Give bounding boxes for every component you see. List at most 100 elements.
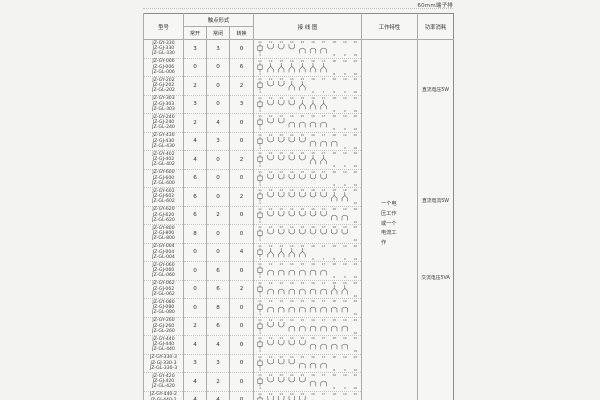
svg-text:13: 13 <box>279 373 283 377</box>
svg-text:17: 17 <box>321 318 325 322</box>
svg-text:16: 16 <box>311 281 315 285</box>
model-name: JZ-GJ-202 <box>152 83 175 89</box>
model-name: JZ-GJ-440 <box>152 342 175 348</box>
svg-text:19: 19 <box>342 355 346 359</box>
terminal-strip-note: 60mm端子排 <box>417 3 453 9</box>
svg-text:18: 18 <box>332 40 336 44</box>
svg-text:17: 17 <box>321 225 325 229</box>
svg-text:20: 20 <box>353 355 357 359</box>
wiring-diagram-cell: 11 12 13 14 15 16 17 18 19 20 1 8 9 10 <box>253 94 362 114</box>
model-cell: JZ-GY-330 JZ-GJ-330 JZ-GL-330 <box>143 39 184 58</box>
wiring-diagram-cell: 11 12 13 14 15 16 17 18 19 20 1 10 <box>253 224 362 243</box>
contact-co-count: 0 <box>228 298 254 317</box>
svg-text:13: 13 <box>279 151 283 155</box>
model-name: JZ-GL-004 <box>152 254 175 260</box>
table-row: JZ-GY-420 JZ-GJ-420 JZ-GL-420 4 2 0 11 12 13 14 15… <box>143 372 454 391</box>
model-name: JZ-GJ-260 <box>152 323 175 329</box>
model-cell: JZ-GY-330-3 JZ-GJ-330-3 JZ-GL-330-3 <box>143 353 184 373</box>
svg-text:10: 10 <box>353 275 357 279</box>
model-name: JZ-GL-600 <box>152 180 175 186</box>
svg-text:16: 16 <box>311 151 315 155</box>
svg-text:14: 14 <box>289 151 293 155</box>
model-name: JZ-GJ-062 <box>152 286 175 292</box>
svg-text:14: 14 <box>289 188 293 192</box>
model-name: JZ-GJ-060 <box>152 268 175 274</box>
model-name: JZ-GY-430 <box>152 133 175 139</box>
model-name: JZ-GY-004 <box>152 244 175 250</box>
svg-text:12: 12 <box>268 281 272 285</box>
svg-text:1: 1 <box>259 238 261 242</box>
model-cell: JZ-GY-303 JZ-GJ-303 JZ-GL-303 <box>143 94 184 114</box>
model-name: JZ-GL-602 <box>152 199 175 205</box>
svg-text:13: 13 <box>279 77 283 81</box>
svg-text:18: 18 <box>332 392 336 396</box>
contact-co-count: 0 <box>228 168 254 188</box>
svg-text:19: 19 <box>342 299 346 303</box>
contact-no-count: 4 <box>183 131 207 151</box>
wiring-diagram-cell: 11 12 13 14 15 16 17 18 19 20 1 8 9 10 <box>253 57 362 77</box>
svg-text:12: 12 <box>268 318 272 322</box>
contact-nc-count: 0 <box>206 187 230 206</box>
svg-text:19: 19 <box>342 188 346 192</box>
contact-nc-count: 0 <box>206 224 230 243</box>
svg-text:17: 17 <box>321 114 325 118</box>
svg-text:8: 8 <box>333 90 335 94</box>
table-row: JZ-GY-600 JZ-GJ-600 JZ-GL-600 6 0 0 11 12 13 14 15… <box>143 168 454 188</box>
svg-text:11: 11 <box>258 96 262 100</box>
contact-no-count: 2 <box>183 113 207 132</box>
model-name: JZ-GY-600 <box>152 170 175 176</box>
svg-text:16: 16 <box>311 244 315 248</box>
svg-text:12: 12 <box>268 96 272 100</box>
svg-text:12: 12 <box>268 59 272 63</box>
svg-text:13: 13 <box>279 207 283 211</box>
model-name: JZ-GY-060 <box>152 262 175 268</box>
svg-text:9: 9 <box>343 146 345 150</box>
wiring-diagram: 11 12 13 14 15 16 17 18 19 201 6 7 8 9 10 <box>257 77 357 94</box>
svg-text:11: 11 <box>258 59 262 63</box>
working-characteristic-cell: 一个电压工作或一个电流工作 <box>361 39 418 400</box>
contact-co-count: 0 <box>228 261 254 280</box>
svg-text:19: 19 <box>342 59 346 63</box>
model-name: JZ-GJ-303 <box>152 101 175 107</box>
svg-text:9: 9 <box>343 386 345 390</box>
svg-text:11: 11 <box>258 151 262 155</box>
svg-text:20: 20 <box>353 225 357 229</box>
wiring-diagram: 11 12 13 14 15 16 17 18 19 20 1 10 <box>257 207 357 224</box>
svg-text:1: 1 <box>259 90 261 94</box>
model-name: JZ-GJ-004 <box>152 249 175 255</box>
table-row: JZ-GY-006 JZ-GJ-006 JZ-GL-006 0 0 6 11 12 13 14 15… <box>143 57 454 77</box>
svg-text:19: 19 <box>342 207 346 211</box>
wiring-diagram: 11 12 13 14 15 16 17 18 19 20 1 10 <box>257 225 357 242</box>
model-name: JZ-GY-303 <box>152 96 175 102</box>
wiring-diagram-cell: 11 12 13 14 15 16 17 18 19 20 1 10 <box>253 316 362 336</box>
svg-text:14: 14 <box>289 170 293 174</box>
svg-text:1: 1 <box>259 312 261 316</box>
svg-text:15: 15 <box>300 77 304 81</box>
model-name: JZ-GL-006 <box>152 69 175 75</box>
svg-text:1: 1 <box>259 386 261 390</box>
table-row: JZ-GY-080 JZ-GJ-080 JZ-GL-080 0 8 0 11 12 13 14 15… <box>143 298 454 317</box>
svg-text:14: 14 <box>289 336 293 340</box>
contact-nc-count: 3 <box>206 39 230 58</box>
wiring-diagram: 11 12 13 14 15 16 17 18 19 201 8 9 10 <box>257 114 357 131</box>
svg-text:19: 19 <box>342 77 346 81</box>
wiring-diagram: 11 12 13 14 15 16 17 18 19 20 1 10 <box>257 299 357 316</box>
svg-text:17: 17 <box>321 373 325 377</box>
model-name: JZ-GL-303 <box>152 106 175 112</box>
svg-text:11: 11 <box>258 188 262 192</box>
contact-co-count: 0 <box>228 131 254 151</box>
svg-text:11: 11 <box>258 281 262 285</box>
svg-text:15: 15 <box>300 188 304 192</box>
model-name: JZ-GL-330-3 <box>149 365 178 371</box>
model-cell: JZ-GY-420 JZ-GJ-420 JZ-GL-420 <box>143 372 184 391</box>
power-note: 直流电压5W <box>422 88 450 94</box>
svg-text:12: 12 <box>268 207 272 211</box>
model-name: JZ-GY-062 <box>152 281 175 287</box>
model-cell: JZ-GY-006 JZ-GJ-006 JZ-GL-006 <box>143 57 184 77</box>
svg-text:9: 9 <box>343 275 345 279</box>
model-name: JZ-GL-420 <box>152 384 175 390</box>
svg-text:17: 17 <box>321 299 325 303</box>
table-header: 型号 触点形式 接 线 图 工作特性 功率消耗 常开 常闭 转换 <box>143 13 454 40</box>
model-name: JZ-GY-330 <box>152 40 175 46</box>
contact-nc-count: 0 <box>206 168 230 188</box>
